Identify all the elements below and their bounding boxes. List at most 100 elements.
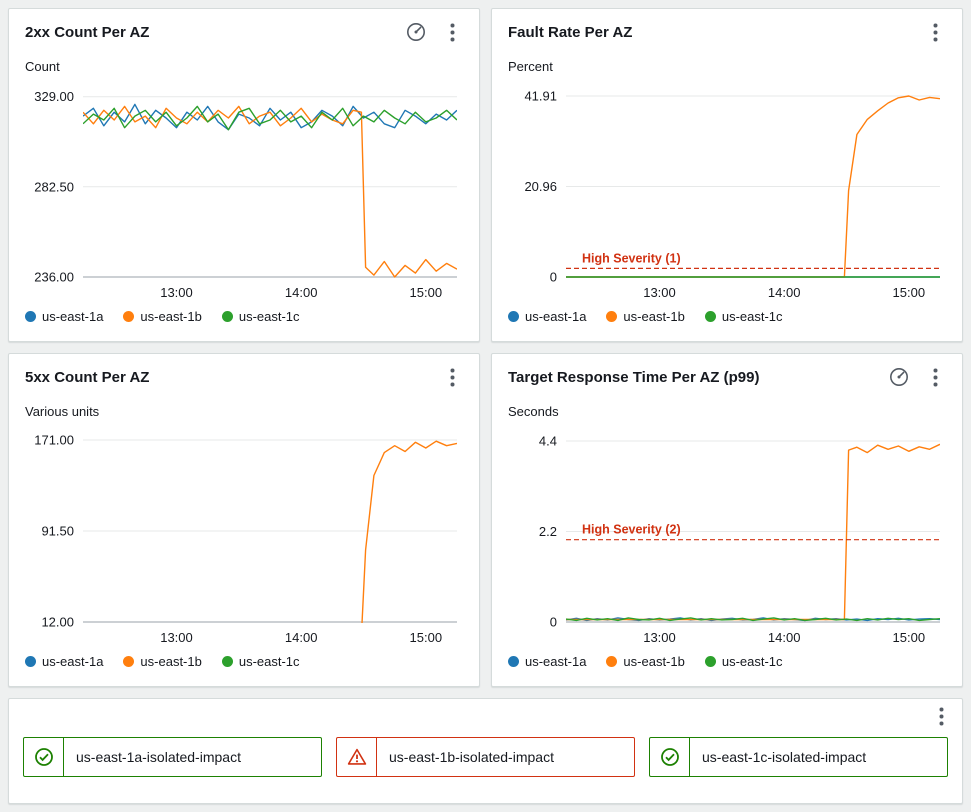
chart-legend: us-east-1a us-east-1b us-east-1c	[508, 650, 946, 672]
svg-text:282.50: 282.50	[34, 179, 74, 194]
kebab-menu-icon[interactable]	[930, 705, 952, 727]
alarm-widget-us-east-1c[interactable]: us-east-1c-isolated-impact	[649, 737, 948, 777]
svg-text:0: 0	[550, 270, 557, 285]
alarm-status-icon-cell	[337, 738, 377, 776]
svg-text:14:00: 14:00	[285, 630, 318, 645]
legend-label: us-east-1a	[525, 653, 587, 669]
legend-color-dot	[606, 310, 618, 322]
alarm-status-icon-cell	[24, 738, 64, 776]
widget-header: Fault Rate Per AZ	[508, 21, 946, 43]
legend-label: us-east-1c	[238, 308, 300, 324]
legend-label: us-east-1a	[42, 308, 104, 324]
chart-target-response-time[interactable]: 4.4 2.2 0 13:00 14:00 15:00 High Severity (2)	[508, 422, 948, 648]
chart-legend: us-east-1a us-east-1b us-east-1c	[25, 305, 463, 327]
legend-item-us-east-1b[interactable]: us-east-1b	[123, 308, 202, 324]
chart-legend: us-east-1a us-east-1b us-east-1c	[508, 305, 946, 327]
legend-color-dot	[25, 310, 36, 322]
legend-item-us-east-1a[interactable]: us-east-1a	[25, 309, 103, 324]
svg-text:0: 0	[550, 615, 557, 630]
chart-5xx-count[interactable]: 171.00 91.50 12.00 13:00 14:00 15:00	[25, 422, 465, 648]
svg-text:329.00: 329.00	[34, 89, 74, 104]
svg-text:91.50: 91.50	[41, 524, 74, 539]
svg-text:4.4: 4.4	[539, 434, 557, 449]
chart-2xx-count[interactable]: 329.00 282.50 236.00 13:00 14:00 15:00	[25, 77, 465, 303]
svg-text:236.00: 236.00	[34, 270, 74, 285]
legend-item-us-east-1a[interactable]: us-east-1a	[25, 654, 103, 669]
svg-text:14:00: 14:00	[768, 285, 801, 300]
svg-text:14:00: 14:00	[285, 285, 318, 300]
alarm-status-icon-cell	[650, 738, 690, 776]
alarm-widget-row: us-east-1a-isolated-impact us-east-1b-is…	[23, 737, 948, 777]
y-axis-unit-label: Seconds	[508, 404, 559, 419]
kebab-menu-icon[interactable]	[924, 21, 946, 43]
legend-label: us-east-1c	[721, 653, 783, 669]
widget-actions	[888, 366, 946, 388]
legend-item-us-east-1b[interactable]: us-east-1b	[606, 308, 685, 324]
legend-label: us-east-1a	[525, 308, 587, 324]
alarm-widget-us-east-1b[interactable]: us-east-1b-isolated-impact	[336, 737, 635, 777]
svg-text:15:00: 15:00	[410, 285, 443, 300]
chart-title: Fault Rate Per AZ	[508, 23, 633, 41]
legend-color-dot	[123, 655, 135, 667]
svg-text:41.91: 41.91	[524, 89, 557, 104]
legend-label: us-east-1b	[623, 308, 685, 324]
svg-text:High Severity (2): High Severity (2)	[582, 523, 681, 537]
legend-item-us-east-1c[interactable]: us-east-1c	[221, 308, 300, 324]
legend-label: us-east-1a	[42, 653, 104, 669]
widget-2xx-count: 2xx Count Per AZ Count 329.00 282.50 236.0…	[8, 8, 480, 342]
chart-title: 5xx Count Per AZ	[25, 368, 150, 386]
warning-triangle-icon	[347, 747, 367, 767]
compass-icon[interactable]	[888, 366, 910, 388]
legend-color-dot	[508, 655, 519, 667]
svg-text:High Severity (1): High Severity (1)	[582, 251, 681, 265]
svg-text:13:00: 13:00	[643, 285, 676, 300]
widget-header: Target Response Time Per AZ (p99)	[508, 366, 946, 388]
svg-text:15:00: 15:00	[893, 285, 926, 300]
legend-item-us-east-1b[interactable]: us-east-1b	[606, 653, 685, 669]
legend-color-dot	[508, 310, 519, 322]
legend-color-dot	[221, 655, 233, 667]
legend-color-dot	[606, 655, 618, 667]
legend-item-us-east-1c[interactable]: us-east-1c	[704, 653, 783, 669]
check-circle-icon	[34, 747, 54, 767]
svg-text:12.00: 12.00	[41, 615, 74, 630]
legend-label: us-east-1b	[140, 308, 202, 324]
legend-item-us-east-1a[interactable]: us-east-1a	[508, 309, 586, 324]
widget-fault-rate: Fault Rate Per AZ Percent 41.91 20.96 0 13:…	[491, 8, 963, 342]
compass-icon[interactable]	[405, 21, 427, 43]
legend-color-dot	[704, 310, 716, 322]
svg-text:14:00: 14:00	[768, 630, 801, 645]
svg-text:13:00: 13:00	[160, 630, 193, 645]
y-axis-unit-label: Count	[25, 59, 60, 74]
alarm-label: us-east-1c-isolated-impact	[702, 749, 867, 765]
legend-color-dot	[221, 310, 233, 322]
kebab-menu-icon[interactable]	[441, 366, 463, 388]
widget-header: 2xx Count Per AZ	[25, 21, 463, 43]
legend-item-us-east-1c[interactable]: us-east-1c	[221, 653, 300, 669]
svg-text:13:00: 13:00	[160, 285, 193, 300]
legend-item-us-east-1a[interactable]: us-east-1a	[508, 654, 586, 669]
chart-fault-rate[interactable]: 41.91 20.96 0 13:00 14:00 15:00 High Severity …	[508, 77, 948, 303]
chart-title: Target Response Time Per AZ (p99)	[508, 368, 760, 386]
legend-item-us-east-1b[interactable]: us-east-1b	[123, 654, 202, 669]
kebab-menu-icon[interactable]	[924, 366, 946, 388]
legend-label: us-east-1c	[238, 653, 300, 669]
legend-label: us-east-1b	[623, 653, 685, 669]
kebab-menu-icon[interactable]	[441, 21, 463, 43]
svg-text:2.2: 2.2	[539, 524, 557, 539]
widget-actions	[405, 21, 463, 43]
legend-color-dot	[704, 655, 716, 667]
check-circle-icon	[660, 747, 680, 767]
svg-text:171.00: 171.00	[34, 433, 74, 448]
legend-item-us-east-1c[interactable]: us-east-1c	[704, 309, 783, 324]
svg-text:20.96: 20.96	[524, 179, 557, 194]
widget-actions	[441, 366, 463, 388]
alarm-widget-us-east-1a[interactable]: us-east-1a-isolated-impact	[23, 737, 322, 777]
widget-5xx-count: 5xx Count Per AZ Various units 171.00 91.…	[8, 353, 480, 687]
chart-title: 2xx Count Per AZ	[25, 23, 150, 41]
y-axis-unit-label: Various units	[25, 404, 100, 419]
legend-color-dot	[123, 310, 135, 322]
chart-legend: us-east-1a us-east-1b us-east-1c	[25, 650, 463, 672]
svg-text:15:00: 15:00	[410, 630, 443, 645]
